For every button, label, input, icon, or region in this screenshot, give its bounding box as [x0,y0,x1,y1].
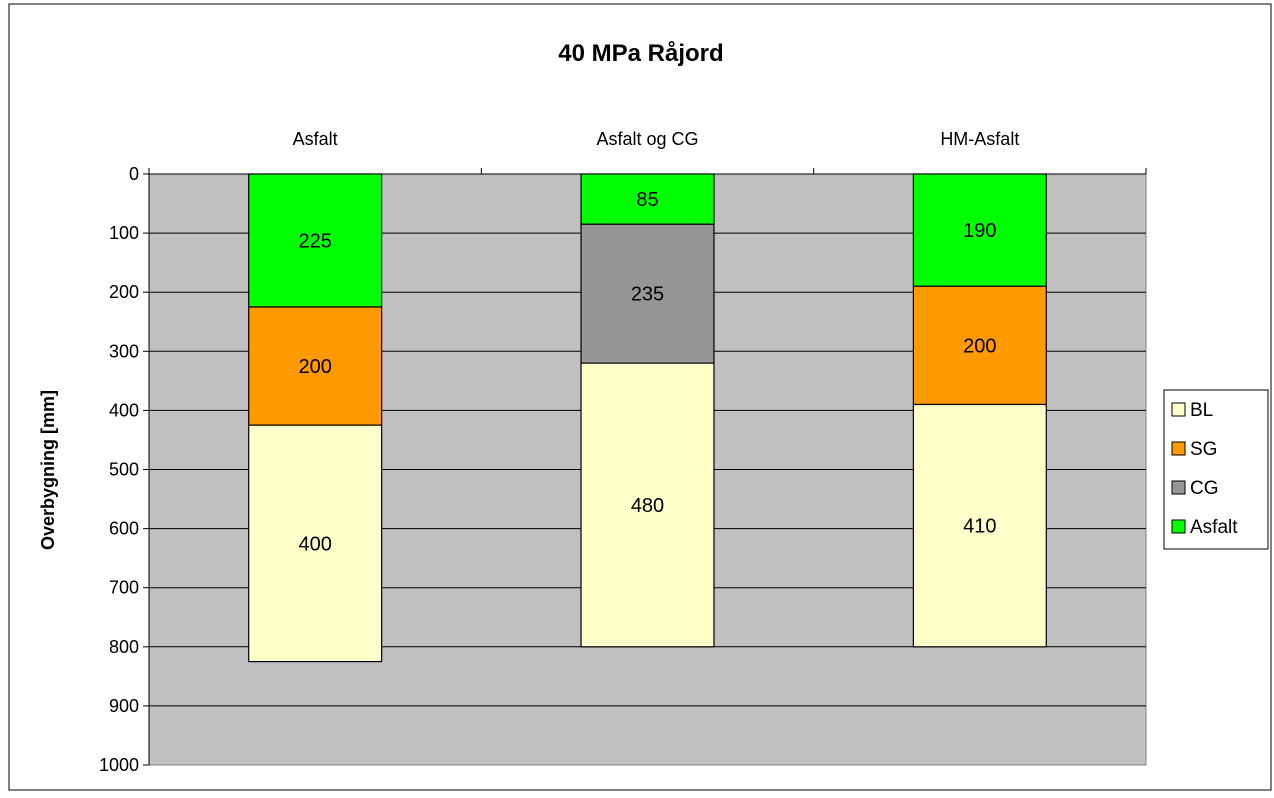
bar-segment-cg [580,223,715,364]
y-tick-label: 100 [109,223,139,243]
y-tick-label: 1000 [99,755,139,775]
y-tick-label: 200 [109,282,139,302]
data-label: 200 [298,356,331,378]
legend-label: CG [1190,478,1219,499]
y-tick-label: 400 [109,400,139,420]
bar-segment-bl [580,362,715,648]
y-tick-label: 500 [109,460,139,480]
data-label: 200 [963,335,996,357]
bars: 225 200 400 85 235 480 190 200 410 [248,173,1047,663]
bar-segment-asfalt [580,173,715,225]
data-label: 190 [963,220,996,242]
legend-label: BL [1190,400,1213,421]
y-tick-label: 0 [129,164,139,184]
legend-swatch-sg [1171,441,1186,456]
x-tick-label: HM-Asfalt [940,129,1019,149]
x-tick-label: Asfalt og CG [596,129,698,149]
y-tick-label: 700 [109,578,139,598]
bar-segment-asfalt [912,173,1047,287]
y-tick-label: 900 [109,696,139,716]
legend-label: SG [1190,439,1217,460]
y-tick-label: 300 [109,341,139,361]
legend: BL SG CG Asfalt [1163,389,1269,550]
x-tick-label: Asfalt [293,129,338,149]
data-label: 480 [631,495,664,517]
y-tick-label: 600 [109,519,139,539]
data-label: 85 [636,189,658,211]
bar-segment-sg [912,285,1047,406]
legend-swatch-cg [1171,480,1186,495]
legend-label: Asfalt [1190,517,1238,538]
chart-title: 40 MPa Råjord [558,40,723,67]
axes: 0 100 200 300 400 500 600 700 800 900 1000 Asfalt As… [99,129,1147,775]
data-label: 225 [298,230,331,252]
bar-segment-bl [912,403,1047,648]
data-label: 410 [963,516,996,538]
data-label: 400 [298,533,331,555]
y-axis-label: Overbygning [mm] [38,390,58,550]
legend-swatch-asfalt [1171,519,1186,534]
data-label: 235 [631,284,664,306]
bar-segment-bl [248,424,383,663]
y-tick-label: 800 [109,637,139,657]
legend-swatch-bl [1171,402,1186,417]
